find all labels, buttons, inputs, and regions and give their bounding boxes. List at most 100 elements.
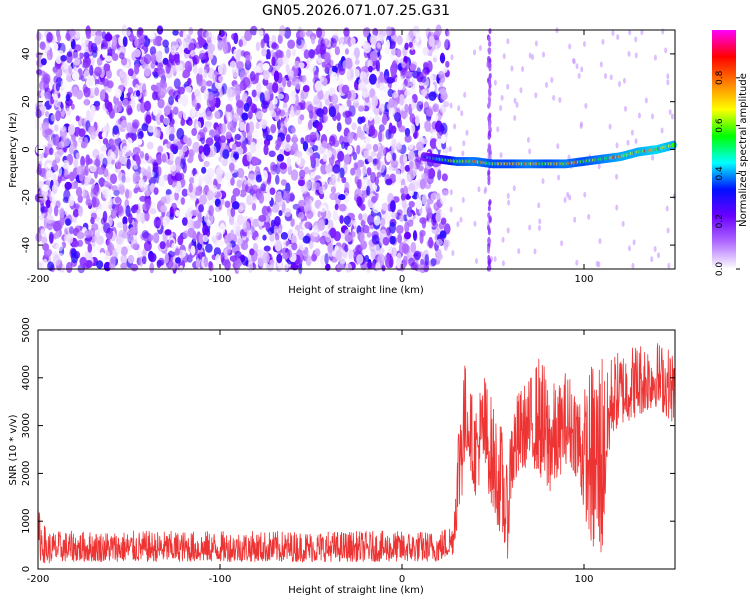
heatmap-cell xyxy=(231,33,238,41)
heatmap-cell xyxy=(604,72,608,79)
heatmap-cell xyxy=(615,173,619,180)
heatmap-cell xyxy=(357,116,364,125)
heatmap-cell xyxy=(484,186,488,193)
heatmap-cell xyxy=(69,171,75,182)
heatmap-cell xyxy=(436,39,442,49)
heatmap-cell xyxy=(292,229,299,236)
heatmap-cell xyxy=(55,242,64,252)
heatmap-cell xyxy=(430,192,438,201)
heatmap-cell xyxy=(66,50,73,58)
heatmap-cell xyxy=(419,217,427,224)
heatmap-cell xyxy=(477,186,481,193)
heatmap-cell xyxy=(456,221,460,228)
heatmap-cell xyxy=(85,154,91,166)
heatmap-cell xyxy=(375,59,381,72)
heatmap-cell xyxy=(622,77,626,84)
heatmap-cell xyxy=(129,234,138,245)
heatmap-cell xyxy=(102,137,109,145)
heatmap-cell xyxy=(63,168,69,178)
heatmap-cell xyxy=(136,247,142,258)
heatmap-cell xyxy=(174,191,179,201)
heatmap-cell xyxy=(284,143,292,152)
heatmap-cell xyxy=(274,215,281,227)
heatmap-cell xyxy=(247,173,255,180)
heatmap-cell xyxy=(351,219,360,227)
heatmap-cell xyxy=(192,54,200,65)
heatmap-cell xyxy=(127,68,134,77)
heatmap-cell xyxy=(488,80,492,87)
heatmap-cell xyxy=(262,62,270,71)
heatmap-cell xyxy=(221,159,228,167)
colorbar-gradient xyxy=(712,30,736,269)
heatmap-cell xyxy=(61,89,67,101)
heatmap-cell xyxy=(644,97,648,104)
heatmap-cell xyxy=(74,203,80,210)
heatmap-cell xyxy=(448,146,452,153)
heatmap-cell xyxy=(373,215,381,226)
heatmap-cell xyxy=(309,63,317,74)
heatmap-cell xyxy=(156,154,163,165)
heatmap-cell xyxy=(182,31,188,39)
heatmap-cell xyxy=(423,101,430,112)
heatmap-cell xyxy=(395,224,404,235)
heatmap-cell xyxy=(473,49,477,56)
heatmap-cell xyxy=(236,106,244,116)
heatmap-cell xyxy=(128,213,133,225)
heatmap-cell xyxy=(52,66,59,73)
heatmap-cell xyxy=(375,261,381,272)
heatmap-cell xyxy=(161,153,167,163)
heatmap-cell xyxy=(284,117,291,128)
heatmap-cell xyxy=(273,70,280,82)
heatmap-cell xyxy=(168,132,175,142)
heatmap-cell xyxy=(232,258,241,271)
heatmap-cell xyxy=(205,137,214,146)
heatmap-cell xyxy=(226,186,231,196)
heatmap-cell xyxy=(195,134,201,141)
heatmap-cell xyxy=(409,160,414,170)
heatmap-cell xyxy=(137,27,144,36)
heatmap-cell xyxy=(336,111,341,122)
heatmap-cell xyxy=(420,76,427,83)
heatmap-cell xyxy=(136,210,143,222)
heatmap-cell xyxy=(341,176,347,184)
heatmap-cell xyxy=(120,262,128,270)
heatmap-cell xyxy=(367,111,374,122)
heatmap-cell xyxy=(274,192,282,203)
heatmap-cell xyxy=(153,71,159,79)
heatmap-cell xyxy=(212,72,218,83)
heatmap-cell xyxy=(298,241,306,251)
heatmap-cell xyxy=(256,27,264,39)
heatmap-cell xyxy=(120,246,128,256)
heatmap-cell xyxy=(396,35,403,46)
heatmap-cell xyxy=(263,69,270,81)
heatmap-cell xyxy=(324,98,331,106)
heatmap-cell xyxy=(165,62,171,74)
heatmap-cell xyxy=(141,250,148,257)
heatmap-cell xyxy=(571,57,575,64)
heatmap-cell xyxy=(280,179,287,186)
heatmap-cell xyxy=(325,263,331,271)
heatmap-cell xyxy=(65,107,72,116)
heatmap-cell xyxy=(609,74,613,81)
heatmap-cell xyxy=(432,104,438,112)
heatmap-cell xyxy=(143,100,152,112)
heatmap-cell xyxy=(302,249,310,257)
heatmap-cell xyxy=(111,185,118,192)
heatmap-cell xyxy=(190,245,196,256)
heatmap-cell xyxy=(487,245,491,252)
heatmap-cell xyxy=(582,41,586,48)
heatmap-cell xyxy=(488,215,492,222)
heatmap-cell xyxy=(487,254,491,261)
snr-y-label: SNR (10 * v/v) xyxy=(8,414,19,485)
heatmap-cell xyxy=(187,77,192,85)
heatmap-cell xyxy=(473,220,477,227)
heatmap-cell xyxy=(187,118,193,126)
heatmap-cell xyxy=(171,41,179,49)
heatmap-cell xyxy=(94,232,100,244)
heatmap-cell xyxy=(274,239,282,252)
heatmap-cell xyxy=(359,130,365,141)
heatmap-cell xyxy=(651,154,655,161)
heatmap-cell xyxy=(279,24,286,37)
heatmap-cell xyxy=(155,50,163,63)
